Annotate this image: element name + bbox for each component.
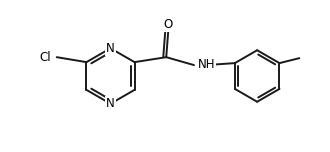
Text: O: O (164, 18, 173, 31)
Text: N: N (106, 97, 115, 110)
Text: N: N (106, 42, 115, 55)
Text: NH: NH (198, 58, 215, 71)
Text: Cl: Cl (39, 51, 51, 64)
